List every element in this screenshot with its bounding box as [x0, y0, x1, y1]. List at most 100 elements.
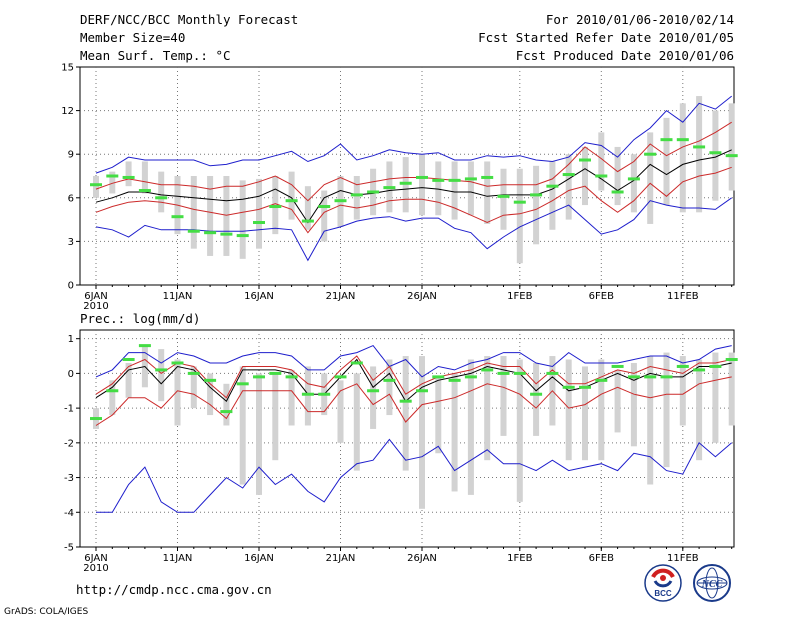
prec-outer-low-line: [96, 438, 733, 513]
prec-observed-mark: [448, 378, 461, 382]
temp-spread-box: [663, 117, 670, 206]
prec-observed-mark: [269, 371, 282, 375]
prec-observed-mark: [562, 385, 575, 389]
temp-spread-box: [614, 146, 621, 206]
temp-ytick-label: 3: [68, 237, 74, 248]
prec-ytick-label: -1: [64, 404, 74, 415]
temp-spread-box: [549, 161, 556, 230]
temp-spread-box: [288, 171, 295, 220]
temp-xtick-label: 11JAN: [163, 291, 193, 302]
prec-xtick-label: 16JAN: [244, 553, 274, 564]
prec-observed-mark: [709, 364, 722, 368]
temp-spread-box: [207, 176, 214, 256]
temp-observed-mark: [318, 205, 331, 209]
temp-xtick-label: 16JAN: [244, 291, 274, 302]
prec-spread-box: [451, 373, 458, 492]
temp-observed-mark: [90, 183, 102, 187]
prec-ytick-label: 1: [68, 334, 74, 345]
prec-observed-mark: [334, 375, 347, 379]
prec-observed-mark: [530, 392, 543, 396]
temp-spread-box: [630, 154, 637, 213]
temp-spread-box: [598, 132, 605, 191]
temp-observed-mark: [383, 186, 396, 190]
prec-observed-mark: [350, 361, 363, 365]
prec-observed-mark: [204, 378, 217, 382]
temp-observed-mark: [481, 175, 494, 179]
temp-outer-high-line: [95, 95, 733, 174]
member-size-label: Member Size=40: [80, 30, 185, 45]
prec-inner-low-line: [95, 376, 732, 426]
temp-spread-box: [533, 165, 540, 245]
prec-observed-mark: [220, 410, 233, 414]
temp-spread-box: [223, 176, 230, 256]
prec-spread-box: [647, 356, 654, 485]
prec-observed-mark: [399, 399, 412, 403]
prec-observed-mark: [416, 389, 428, 393]
prec-observed-mark: [513, 371, 526, 375]
temp-spread-box: [141, 161, 148, 194]
prec-variable-label: Prec.: log(mm/d): [80, 311, 200, 326]
prec-outer-high-line: [95, 344, 732, 378]
prec-spread-box: [337, 380, 344, 443]
temp-spread-box: [93, 176, 99, 198]
prec-observed-mark: [611, 364, 624, 368]
prec-spread-box: [386, 359, 393, 416]
temp-variable-label: Mean Surf. Temp.: °C: [80, 48, 231, 63]
temp-spread-box: [158, 171, 165, 213]
bcc-logo: BCC: [644, 564, 682, 602]
prec-spread-box: [663, 352, 670, 468]
prec-ytick-label: -2: [64, 438, 74, 449]
prec-observed-mark: [693, 368, 706, 372]
temp-observed-mark: [301, 219, 314, 223]
prec-spread-box: [125, 362, 132, 398]
prec-observed-mark: [546, 371, 559, 375]
prec-observed-mark: [644, 375, 657, 379]
prec-spread-box: [272, 373, 279, 461]
bcc-logo-text: BCC: [654, 589, 672, 598]
temp-xtick-label: 11FEB: [667, 291, 699, 302]
prec-ytick-label: -4: [64, 508, 74, 519]
prec-spread-box: [598, 359, 605, 461]
prec-xtick-sublabel: 2010: [83, 563, 108, 574]
prec-spread-box: [288, 369, 295, 426]
prec-spread-box: [500, 356, 507, 436]
temp-inner-low-line: [95, 166, 732, 234]
prec-observed-mark: [171, 361, 184, 365]
prec-observed-mark: [464, 375, 477, 379]
temp-xtick-label: 1FEB: [507, 291, 532, 302]
temp-observed-mark: [138, 189, 151, 193]
prec-spread-box: [533, 362, 540, 436]
temp-observed-mark: [171, 215, 184, 219]
temp-ytick-label: 12: [61, 106, 74, 117]
temp-spread-box: [696, 96, 703, 213]
prec-observed-mark: [725, 358, 738, 362]
prec-spread-box: [353, 373, 360, 471]
temp-spread-box: [712, 110, 719, 201]
temp-ytick-label: 0: [68, 281, 74, 292]
ncc-logo: NCC: [693, 564, 731, 602]
prec-spread-box: [679, 356, 686, 426]
temp-observed-mark: [464, 177, 477, 181]
prec-spread-box: [728, 352, 735, 426]
temp-observed-mark: [285, 199, 298, 203]
temp-spread-box: [304, 186, 311, 230]
temp-spread-box: [728, 103, 735, 191]
temp-observed-mark: [611, 190, 624, 194]
prec-xtick-label: 1FEB: [507, 553, 532, 564]
temp-spread-box: [435, 161, 442, 216]
temp-observed-mark: [709, 151, 722, 155]
temp-observed-mark: [497, 194, 510, 198]
prec-ytick-label: 0: [68, 369, 74, 380]
prec-observed-mark: [90, 417, 102, 421]
prec-spread-box: [614, 369, 621, 433]
prec-spread-box: [516, 359, 523, 502]
prec-observed-mark: [660, 375, 673, 379]
temp-observed-mark: [367, 190, 380, 194]
temp-observed-mark: [399, 181, 412, 185]
prec-observed-mark: [627, 375, 640, 379]
prec-spread-box: [256, 373, 262, 495]
prec-observed-mark: [318, 392, 331, 396]
temp-observed-mark: [432, 178, 445, 182]
temp-observed-mark: [448, 178, 461, 182]
